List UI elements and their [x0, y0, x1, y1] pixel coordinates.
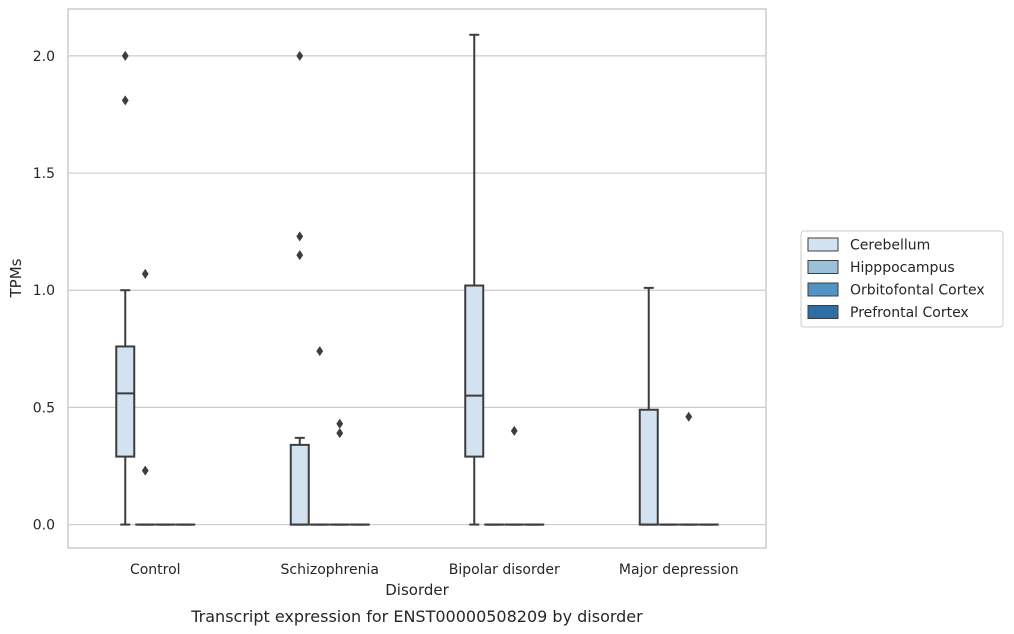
legend-label: Prefrontal Cortex [850, 305, 969, 321]
legend-label: Orbitofontal Cortex [850, 283, 985, 299]
plot-frame [67, 8, 767, 549]
box-plots [115, 33, 719, 526]
chart-caption: Transcript expression for ENST0000050820… [190, 607, 643, 626]
grid [68, 55, 766, 526]
outlier-point [141, 465, 149, 476]
outlier-point [141, 268, 149, 279]
outlier-point [316, 346, 324, 357]
x-tick-label: Bipolar disorder [449, 562, 560, 578]
outlier-point [336, 428, 344, 439]
outlier-point [685, 411, 693, 422]
box [289, 443, 310, 526]
outlier-point [121, 50, 129, 61]
y-tick-label: 2.0 [33, 49, 55, 65]
box-group [464, 33, 485, 526]
box-group [638, 286, 659, 526]
outlier-point [296, 231, 304, 242]
legend-swatch [807, 237, 839, 252]
box-group [309, 346, 330, 526]
legend-frame [800, 230, 1004, 328]
box-group [289, 50, 310, 526]
y-axis-label: TPMs [7, 258, 25, 298]
legend-label: Hipppocampus [850, 260, 955, 276]
x-tick-label: Major depression [619, 562, 739, 578]
x-tick-label: Schizophrenia [281, 562, 379, 578]
legend-swatch [807, 305, 839, 319]
outlier-point [121, 95, 129, 106]
box [115, 345, 136, 458]
legend-swatch [807, 282, 839, 297]
x-axis-label: Disorder [385, 581, 449, 599]
box-group [115, 50, 136, 526]
outlier-point [296, 50, 304, 61]
box-group [329, 418, 350, 526]
x-axis: Control Schizophrenia Bipolar disorder Majo… [130, 562, 739, 578]
x-tick-label: Control [130, 562, 181, 578]
legend-label: Cerebellum [850, 238, 930, 254]
box [638, 408, 659, 526]
y-tick-label: 1.5 [33, 166, 55, 182]
outlier-point [336, 418, 344, 429]
y-tick-label: 1.0 [33, 283, 55, 299]
box-group [504, 425, 525, 526]
outlier-point [510, 425, 518, 436]
y-tick-label: 0.5 [33, 400, 55, 416]
box-group [135, 268, 156, 526]
legend-swatch [807, 260, 839, 274]
outlier-point [296, 250, 304, 261]
box [464, 284, 485, 458]
box-group [678, 411, 699, 526]
y-axis: 0.0 0.5 1.0 1.5 2.0 [33, 49, 55, 534]
y-tick-label: 0.0 [33, 518, 55, 534]
legend: Cerebellum Hipppocampus Orbitofontal Corte… [800, 230, 1004, 328]
